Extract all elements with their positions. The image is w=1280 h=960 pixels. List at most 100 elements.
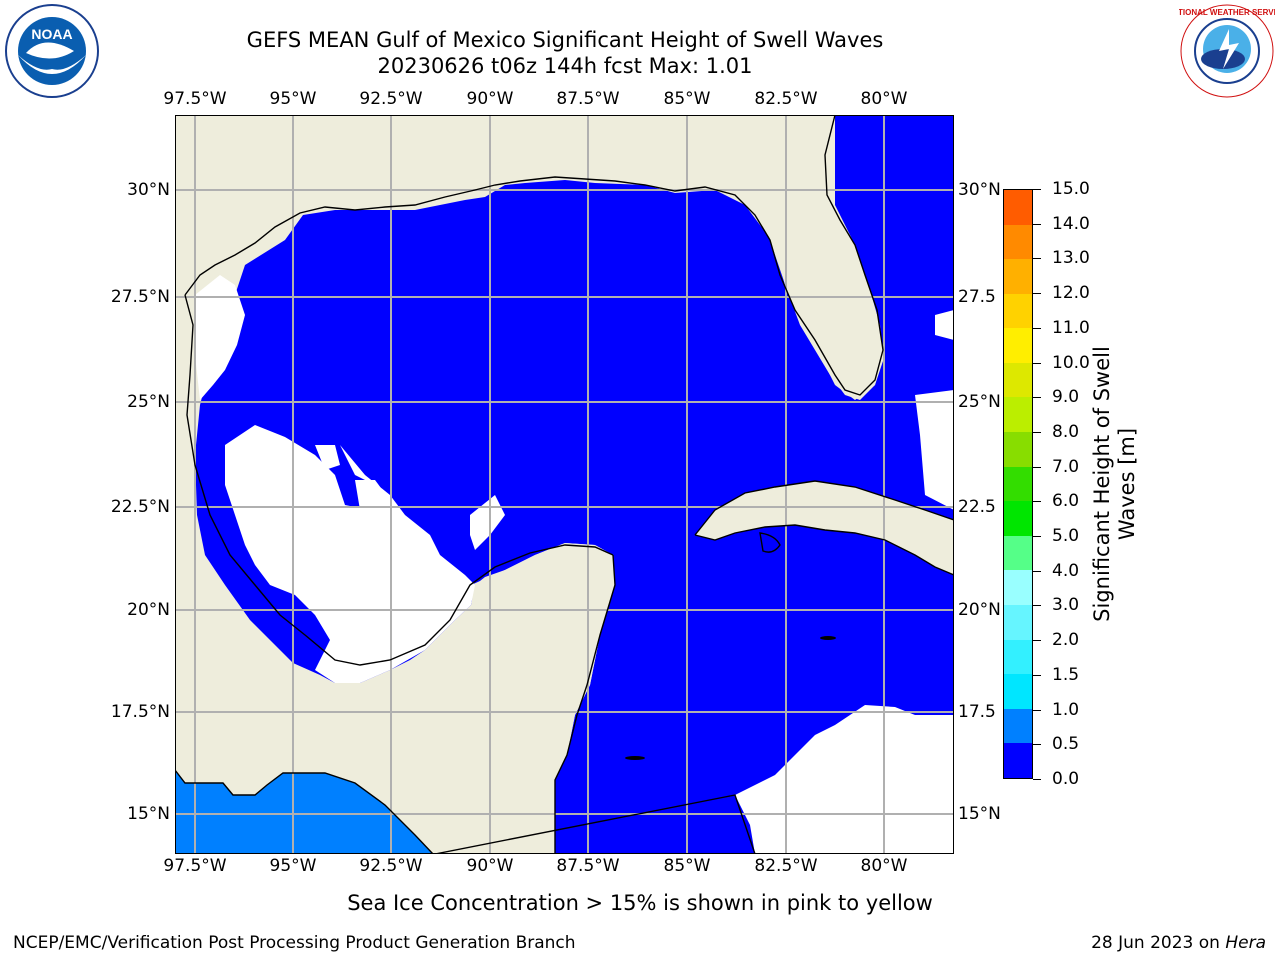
lon-label-bottom: 92.5°W [359,856,423,876]
colorbar-segment [1004,501,1032,536]
colorbar-tick-label: 12.0 [1052,283,1090,304]
colorbar-tick-mark [1033,674,1041,676]
lon-label-bottom: 97.5°W [163,856,227,876]
coastline [175,115,954,854]
lon-label-bottom: 80°W [860,856,908,876]
lon-label-top: 80°W [860,89,908,109]
chart-title: GEFS MEAN Gulf of Mexico Significant Hei… [246,28,884,52]
florida-land [765,115,883,400]
no-data-region [195,275,245,400]
colorbar-segment [1004,674,1032,709]
no-data-region [935,310,954,340]
lon-label-top: 90°W [466,89,514,109]
colorbar-tick-mark [1033,744,1041,746]
lon-label-bottom: 82.5°W [754,856,818,876]
svg-text:NOAA: NOAA [31,26,72,42]
date-text: 28 Jun 2023 on Hera [1091,933,1266,953]
lat-label-right: 22.5 [958,497,996,517]
colorbar-tick-mark [1033,362,1041,364]
credit-text: NCEP/EMC/Verification Post Processing Pr… [13,933,576,953]
colorbar-tick-mark [1033,431,1041,433]
colorbar-tick-mark [1033,258,1041,260]
colorbar-tick-label: 4.0 [1052,560,1080,581]
colorbar-segment [1004,708,1032,744]
colorbar-tick-label: 5.0 [1052,526,1080,547]
colorbar-tick-label: 10.0 [1052,352,1090,373]
colorbar-tick-mark [1033,570,1041,572]
colorbar-segment [1004,397,1032,433]
lat-label-left: 30°N [127,180,170,200]
lat-label-right: 17.5 [958,702,996,722]
colorbar-tick-label: 8.0 [1052,421,1080,442]
lon-label-top: 92.5°W [359,89,423,109]
lat-label-right: 20°N [958,600,1001,620]
lon-label-top: 85°W [663,89,711,109]
colorbar-tick-mark [1033,605,1041,607]
colorbar-tick-label: 13.0 [1052,248,1090,269]
lon-label-top: 87.5°W [556,89,620,109]
colorbar-segment [1004,570,1032,606]
colorbar-segment [1004,432,1032,467]
graticule [175,115,954,854]
colorbar-tick-mark [1033,466,1041,468]
colorbar-segment [1004,743,1032,778]
chart-subtitle: 20230626 t06z 144h fcst Max: 1.01 [377,54,753,78]
colorbar-tick-mark [1033,709,1041,711]
cuba-land [695,481,954,575]
colorbar-tick-mark [1033,779,1041,780]
colorbar-segment [1004,293,1032,329]
colorbar-tick-mark [1033,327,1041,329]
gulf-of-mexico-map [175,115,954,854]
colorbar-segment [1004,605,1032,640]
colorbar-tick-label: 0.5 [1052,734,1080,755]
colorbar-tick-mark [1033,189,1041,190]
colorbar-tick-label: 11.0 [1052,317,1090,338]
colorbar-tick-label: 2.0 [1052,630,1080,651]
lat-label-left: 15°N [127,804,170,824]
lat-label-right: 25°N [958,392,1001,412]
colorbar-segment [1004,362,1032,398]
no-data-region [915,390,954,510]
lon-label-bottom: 90°W [466,856,514,876]
colorbar-tick-mark [1033,223,1041,225]
lon-label-bottom: 95°W [269,856,317,876]
machine-name: Hera [1225,933,1266,953]
no-data-region [470,495,505,550]
pacific-swell-area [175,770,433,854]
colorbar-tick-label: 1.5 [1052,664,1080,685]
colorbar-tick-mark [1033,501,1041,503]
lat-label-right: 15°N [958,804,1001,824]
colorbar-segment [1004,328,1032,363]
lon-label-top: 95°W [269,89,317,109]
colorbar-segment [1004,259,1032,294]
lon-label-bottom: 87.5°W [556,856,620,876]
colorbar-label: Significant Height of Swell Waves [m] [1090,346,1139,622]
colorbar-segment [1004,189,1032,225]
colorbar-tick-label: 15.0 [1052,179,1090,199]
colorbar-tick-label: 1.0 [1052,699,1080,720]
colorbar-tick-label: 3.0 [1052,595,1080,616]
colorbar-tick-mark [1033,640,1041,642]
colorbar-segment [1004,224,1032,260]
sea-ice-note: Sea Ice Concentration > 15% is shown in … [347,891,933,915]
colorbar-tick-label: 7.0 [1052,456,1080,477]
colorbar-tick-mark [1033,536,1041,538]
lat-label-left: 27.5°N [110,287,170,307]
colorbar-segment [1004,639,1032,675]
no-data-region [225,425,475,683]
colorbar-segment [1004,466,1032,502]
lat-label-right: 30°N [958,180,1001,200]
colorbar [1003,189,1033,779]
lon-label-top: 97.5°W [163,89,227,109]
lat-label-left: 20°N [127,600,170,620]
colorbar-tick-mark [1033,293,1041,295]
colorbar-tick-label: 14.0 [1052,213,1090,234]
colorbar-tick-mark [1033,397,1041,399]
colorbar-tick-label: 9.0 [1052,387,1080,408]
no-data-region [735,705,954,854]
lat-label-right: 27.5 [958,287,996,307]
yucatan-land [415,543,615,854]
colorbar-tick-label: 0.0 [1052,769,1080,789]
no-data-region [315,445,340,470]
nws-logo: NATIONAL WEATHER SERVICE [1179,4,1275,98]
